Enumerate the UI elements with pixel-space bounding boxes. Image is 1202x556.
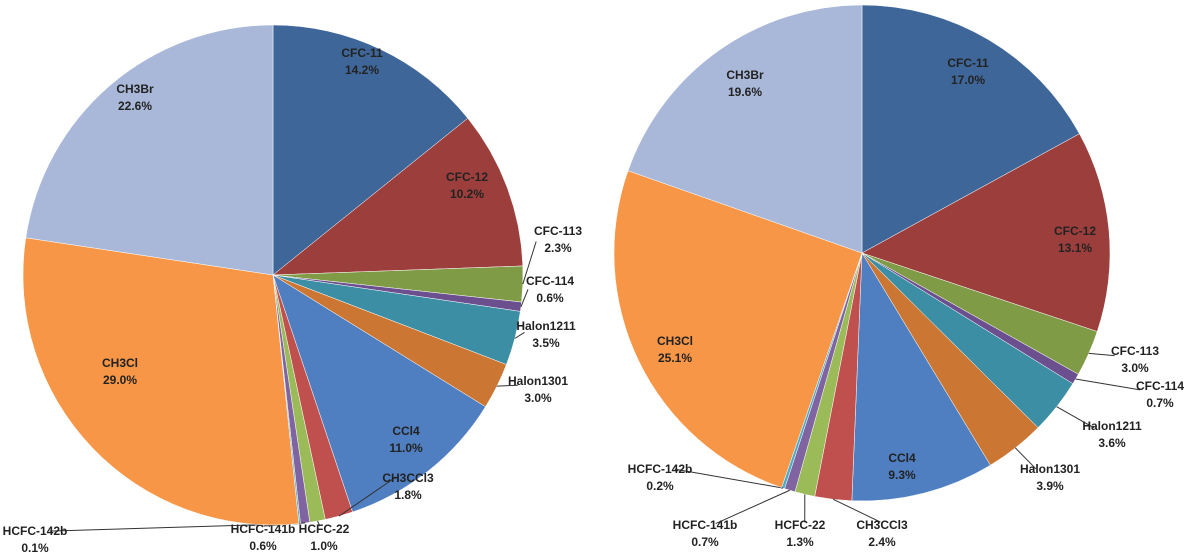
slice-value: 14.2% [345, 63, 379, 77]
leader-line [1015, 447, 1037, 470]
slice-value: 1.3% [786, 535, 814, 549]
slice-value: 0.7% [1146, 396, 1174, 410]
slice-value: 1.8% [394, 488, 422, 502]
slice-label: CH3Br [116, 82, 154, 96]
slice-label: CCl4 [888, 451, 916, 465]
pie-slice [861, 133, 1111, 332]
slice-label: HCFC-141b [231, 522, 296, 536]
pie-slice [851, 252, 991, 502]
leader-line [514, 331, 525, 339]
slice-value: 3.5% [532, 336, 560, 350]
slice-value: 0.7% [691, 535, 719, 549]
pie-slice [613, 170, 863, 488]
slice-label: CH3CCl3 [382, 471, 434, 485]
pie-slice [272, 24, 469, 276]
slice-value: 29.0% [103, 373, 137, 387]
slice-value: 2.3% [544, 241, 572, 255]
leader-line [1075, 378, 1141, 391]
slice-label: Halon1211 [516, 319, 576, 333]
slice-label: CCl4 [392, 424, 420, 438]
slice-value: 17.0% [951, 73, 985, 87]
slice-label: HCFC-22 [299, 522, 350, 536]
slice-value: 22.6% [118, 99, 152, 113]
slice-value: 19.6% [728, 85, 762, 99]
pie-slice [627, 4, 863, 254]
slice-value: 9.3% [888, 468, 916, 482]
leader-line [338, 476, 397, 517]
pie-slice [861, 4, 1080, 254]
slice-label: CH3Br [726, 68, 764, 82]
slice-value: 1.0% [310, 539, 338, 553]
slice-label: CH3Cl [657, 334, 693, 348]
leader-line [832, 498, 881, 523]
leader-line [674, 468, 784, 489]
leader-line [522, 241, 537, 285]
leader-line [715, 489, 790, 524]
leader-line [520, 289, 529, 307]
slice-label: CH3CCl3 [856, 518, 908, 532]
slice-value: 3.0% [524, 391, 552, 405]
slice-label: Halon1301 [508, 374, 568, 388]
slice-value: 0.1% [21, 541, 49, 555]
slice-value: 2.4% [868, 535, 896, 549]
slice-value: 3.9% [1036, 479, 1064, 493]
slice-value: 3.6% [1098, 436, 1126, 450]
leader-line [1088, 352, 1115, 357]
slice-value: 0.6% [536, 291, 564, 305]
slice-label: CFC-11 [947, 56, 989, 70]
slice-label: Halon1211 [1082, 419, 1142, 433]
slice-label: HCFC-142b [628, 462, 693, 476]
slice-value: 13.1% [1058, 241, 1092, 255]
slice-label: HCFC-141b [673, 518, 738, 532]
slice-label: HCFC-142b [3, 524, 68, 538]
slice-label: CFC-12 [446, 170, 488, 184]
leader-line [317, 520, 321, 527]
slice-value: 3.0% [1121, 361, 1149, 375]
leader-line [496, 384, 518, 387]
slice-label: Halon1301 [1020, 462, 1080, 476]
slice-label: CFC-12 [1054, 224, 1096, 238]
slice-label: CFC-113 [534, 224, 582, 238]
slice-label: HCFC-22 [775, 518, 826, 532]
slice-label: CFC-113 [1111, 344, 1159, 358]
pie-slice [272, 117, 524, 276]
slice-label: CFC-11 [341, 46, 383, 60]
slice-value: 25.1% [658, 351, 692, 365]
slice-label: CFC-114 [526, 274, 574, 288]
pie-slice [22, 237, 300, 526]
slice-label: CFC-114 [1136, 379, 1184, 393]
pie-slice [272, 274, 486, 513]
slice-label: CH3Cl [102, 356, 138, 370]
slice-value: 0.2% [646, 479, 674, 493]
pie-slice [25, 24, 274, 276]
slice-value: 10.2% [450, 187, 484, 201]
slice-value: 11.0% [389, 441, 423, 455]
leader-line [1056, 406, 1095, 429]
slice-value: 0.6% [249, 539, 277, 553]
